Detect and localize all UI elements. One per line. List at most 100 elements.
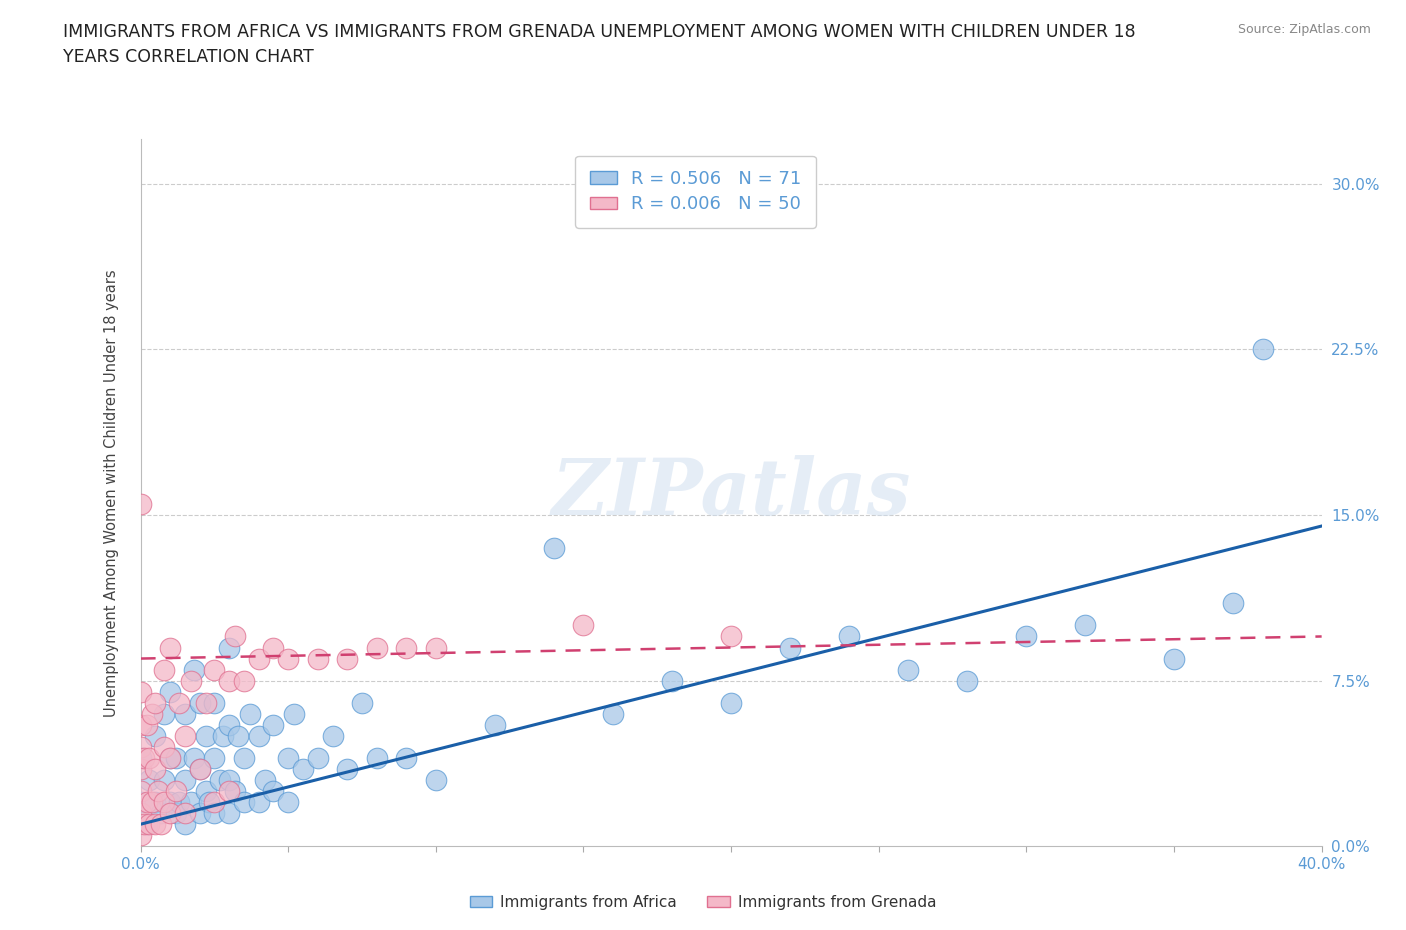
Point	[174, 728, 197, 743]
Point	[226, 728, 249, 743]
Y-axis label: Unemployment Among Women with Children Under 18 years: Unemployment Among Women with Children U…	[104, 269, 120, 717]
Point	[336, 651, 359, 666]
Point	[153, 707, 176, 722]
Point	[183, 662, 205, 677]
Point	[366, 751, 388, 765]
Point	[202, 751, 225, 765]
Point	[174, 707, 197, 722]
Point	[224, 784, 246, 799]
Point	[1222, 596, 1244, 611]
Point	[159, 684, 181, 699]
Point	[218, 784, 240, 799]
Point	[129, 684, 152, 699]
Point	[174, 817, 197, 831]
Point	[145, 817, 166, 831]
Point	[897, 662, 920, 677]
Point	[218, 673, 240, 688]
Point	[1074, 618, 1097, 633]
Point	[720, 696, 742, 711]
Point	[277, 794, 299, 809]
Point	[132, 817, 155, 831]
Point	[202, 805, 225, 820]
Point	[307, 651, 329, 666]
Point	[233, 751, 256, 765]
Point	[150, 817, 173, 831]
Point	[239, 707, 262, 722]
Point	[212, 728, 235, 743]
Point	[188, 696, 211, 711]
Point	[145, 762, 166, 777]
Point	[159, 751, 181, 765]
Point	[132, 751, 155, 765]
Point	[129, 717, 152, 732]
Point	[145, 794, 166, 809]
Point	[602, 707, 624, 722]
Point	[202, 662, 225, 677]
Point	[194, 728, 217, 743]
Point	[253, 773, 276, 788]
Point	[167, 696, 190, 711]
Point	[395, 751, 418, 765]
Point	[141, 707, 163, 722]
Point	[247, 728, 270, 743]
Point	[1015, 629, 1038, 644]
Point	[174, 805, 197, 820]
Point	[218, 640, 240, 655]
Point	[165, 805, 187, 820]
Point	[247, 794, 270, 809]
Point	[138, 751, 160, 765]
Point	[233, 673, 256, 688]
Text: ZIPatlas: ZIPatlas	[551, 455, 911, 531]
Point	[277, 651, 299, 666]
Point	[218, 717, 240, 732]
Point	[129, 497, 152, 512]
Point	[425, 773, 447, 788]
Point	[129, 805, 152, 820]
Point	[188, 762, 211, 777]
Point	[543, 540, 565, 555]
Point	[174, 773, 197, 788]
Point	[838, 629, 860, 644]
Point	[956, 673, 979, 688]
Point	[145, 728, 166, 743]
Point	[148, 784, 170, 799]
Point	[194, 696, 217, 711]
Point	[159, 751, 181, 765]
Point	[262, 784, 284, 799]
Point	[218, 773, 240, 788]
Point	[183, 751, 205, 765]
Point	[209, 773, 232, 788]
Point	[135, 717, 157, 732]
Point	[484, 717, 506, 732]
Point	[233, 794, 256, 809]
Point	[202, 794, 225, 809]
Point	[224, 629, 246, 644]
Point	[188, 762, 211, 777]
Point	[159, 794, 181, 809]
Text: IMMIGRANTS FROM AFRICA VS IMMIGRANTS FROM GRENADA UNEMPLOYMENT AMONG WOMEN WITH : IMMIGRANTS FROM AFRICA VS IMMIGRANTS FRO…	[63, 23, 1136, 66]
Point	[129, 794, 152, 809]
Text: Source: ZipAtlas.com: Source: ZipAtlas.com	[1237, 23, 1371, 36]
Point	[138, 773, 160, 788]
Point	[202, 696, 225, 711]
Point	[150, 805, 173, 820]
Point	[262, 640, 284, 655]
Point	[129, 784, 152, 799]
Point	[336, 762, 359, 777]
Point	[352, 696, 374, 711]
Point	[167, 794, 190, 809]
Point	[165, 751, 187, 765]
Point	[321, 728, 344, 743]
Point	[277, 751, 299, 765]
Point	[141, 794, 163, 809]
Point	[135, 817, 157, 831]
Point	[138, 817, 160, 831]
Point	[661, 673, 683, 688]
Point	[153, 662, 176, 677]
Point	[1163, 651, 1185, 666]
Point	[720, 629, 742, 644]
Point	[135, 794, 157, 809]
Point	[1251, 342, 1274, 357]
Point	[129, 739, 152, 754]
Point	[395, 640, 418, 655]
